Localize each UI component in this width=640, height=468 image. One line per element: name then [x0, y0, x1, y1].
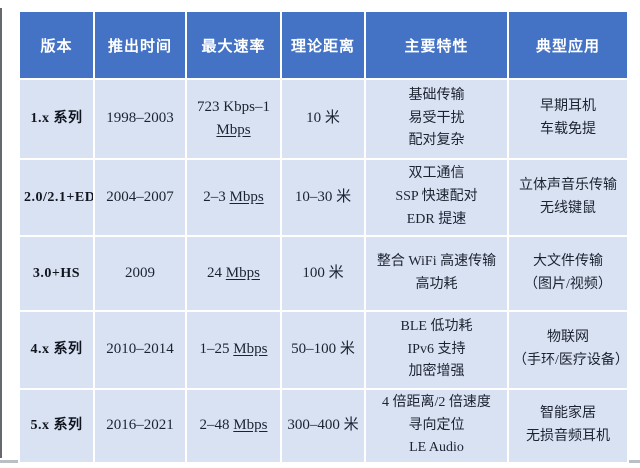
speed-value: 1–25: [199, 341, 230, 358]
column-header-features: 主要特性: [364, 10, 509, 80]
cell-version: 2.0/2.1+ED: [18, 158, 95, 237]
cell-features: 整合 WiFi 高速传输 高功耗: [364, 235, 509, 312]
cell-applications: 早期耳机 车载免提: [507, 78, 629, 160]
cell-applications: 立体声音乐传输 无线键鼠: [507, 158, 629, 237]
table-header: 版本 推出时间 最大速率 理论距离 主要特性 典型应用: [18, 10, 629, 80]
table-body: 1.x 系列 1998–2003 723 Kbps–1 Mbps 10 米 基础…: [18, 78, 629, 465]
cell-applications: 物联网 （手环/医疗设备）: [507, 310, 629, 390]
speed-unit: Mbps: [216, 122, 251, 138]
column-header-distance: 理论距离: [280, 10, 366, 80]
cell-features: 4 倍距离/2 倍速度 寻向定位 LE Audio: [364, 387, 509, 465]
speed-unit: Mbps: [233, 417, 268, 434]
cell-version: 3.0+HS: [18, 235, 95, 312]
speed-unit: Mbps: [225, 264, 260, 281]
cell-period: 2004–2007: [93, 158, 187, 237]
table-row: 2.0/2.1+ED 2004–2007 2–3 Mbps 10–30 米 双工…: [18, 158, 629, 237]
cell-max-speed: 24 Mbps: [185, 235, 282, 312]
speed-value: 2–3: [203, 188, 226, 205]
cell-period: 2010–2014: [93, 310, 187, 390]
speed-unit: Mbps: [233, 341, 268, 358]
table-row: 4.x 系列 2010–2014 1–25 Mbps 50–100 米 BLE …: [18, 310, 629, 390]
cell-applications: 智能家居 无损音频耳机: [507, 387, 629, 465]
cell-features: 双工通信 SSP 快速配对 EDR 提速: [364, 158, 509, 237]
cell-version: 5.x 系列: [18, 387, 95, 465]
cell-distance: 300–400 米: [280, 387, 366, 465]
bluetooth-version-table: 版本 推出时间 最大速率 理论距离 主要特性 典型应用 1.x 系列 1998–…: [18, 10, 629, 465]
cell-period: 2016–2021: [93, 387, 187, 465]
column-header-max-speed: 最大速率: [185, 10, 282, 80]
cell-applications: 大文件传输 （图片/视频）: [507, 235, 629, 312]
cell-distance: 100 米: [280, 235, 366, 312]
cell-max-speed: 2–3 Mbps: [185, 158, 282, 237]
cell-max-speed: 2–48 Mbps: [185, 387, 282, 465]
table-row: 3.0+HS 2009 24 Mbps 100 米 整合 WiFi 高速传输 高…: [18, 235, 629, 312]
cell-features: 基础传输 易受干扰 配对复杂: [364, 78, 509, 160]
speed-unit: Mbps: [229, 188, 264, 205]
cell-features: BLE 低功耗 IPv6 支持 加密增强: [364, 310, 509, 390]
cell-period: 2009: [93, 235, 187, 312]
table-row: 5.x 系列 2016–2021 2–48 Mbps 300–400 米 4 倍…: [18, 387, 629, 465]
table-row: 1.x 系列 1998–2003 723 Kbps–1 Mbps 10 米 基础…: [18, 78, 629, 160]
speed-value: 24: [207, 264, 223, 281]
cell-version: 4.x 系列: [18, 310, 95, 390]
speed-value: 2–48: [199, 417, 230, 434]
speed-value: 723 Kbps–1: [197, 98, 270, 115]
left-edge-artifact: [0, 8, 2, 458]
column-header-applications: 典型应用: [507, 10, 629, 80]
column-header-period: 推出时间: [93, 10, 187, 80]
cell-max-speed: 1–25 Mbps: [185, 310, 282, 390]
header-row: 版本 推出时间 最大速率 理论距离 主要特性 典型应用: [18, 10, 629, 80]
cell-distance: 10–30 米: [280, 158, 366, 237]
column-header-version: 版本: [18, 10, 95, 80]
cell-version: 1.x 系列: [18, 78, 95, 160]
cell-period: 1998–2003: [93, 78, 187, 160]
cell-distance: 10 米: [280, 78, 366, 160]
cell-max-speed: 723 Kbps–1 Mbps: [185, 78, 282, 160]
cell-distance: 50–100 米: [280, 310, 366, 390]
